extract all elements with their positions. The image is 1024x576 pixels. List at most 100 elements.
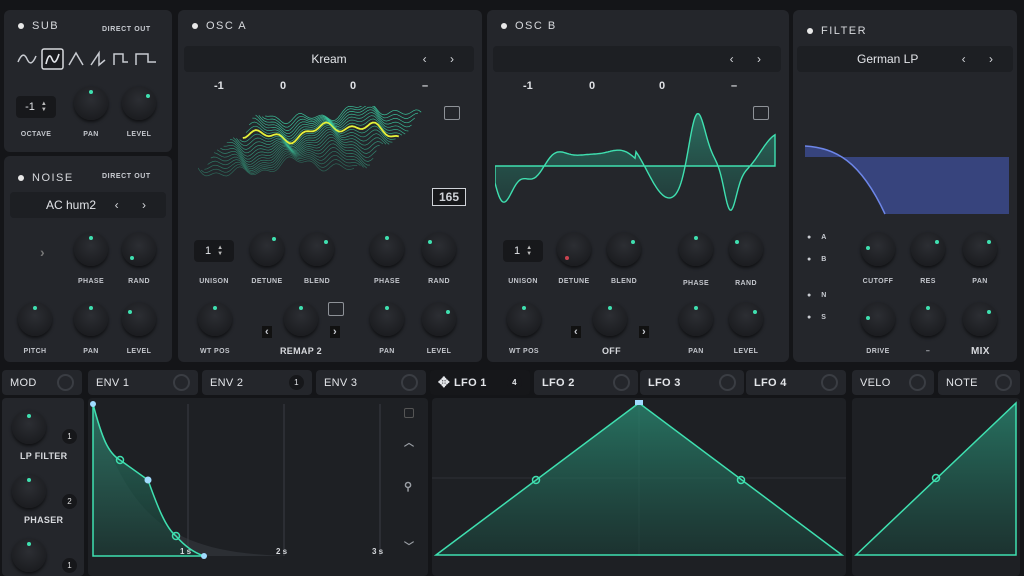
osc-b-fine-value[interactable]: 0 [659,80,666,92]
osc-b-semi-value[interactable]: 0 [589,80,596,92]
filter-route-s[interactable]: ● S [807,314,826,321]
osc-a-blend-knob[interactable] [300,232,334,266]
tab-velo[interactable]: VELO [852,370,934,395]
env-zoom-icon[interactable]: ⚲ [404,481,413,493]
osc-b-blend-knob[interactable] [607,232,641,266]
filter-enable-icon[interactable] [807,28,813,34]
mod-target-1-knob[interactable] [12,410,46,444]
drag-move-icon[interactable]: ✥ [438,374,451,390]
osc-b-phase-knob[interactable] [679,232,713,266]
tab-lfo4[interactable]: LFO 4 [746,370,846,395]
osc-b-warp-prev-icon[interactable]: ‹ [571,326,581,338]
lfo-graph[interactable] [432,398,846,576]
osc-b-warp-knob[interactable] [593,302,627,336]
noise-enable-icon[interactable] [18,175,24,181]
noise-pan-knob[interactable] [74,302,108,336]
sub-pan-knob[interactable] [74,86,108,120]
osc-a-level-knob[interactable] [422,302,456,336]
noise-phase-knob[interactable] [74,232,108,266]
osc-b-rand-knob[interactable] [729,232,763,266]
osc-a-octave-value[interactable]: -1 [214,80,224,92]
osc-a-wt-pos-knob[interactable] [198,302,232,336]
osc-b-waveform-display[interactable] [495,96,779,216]
osc-a-warp-edit-icon[interactable] [328,302,344,316]
filter-mix-knob[interactable] [963,302,997,336]
noise-pitch-knob[interactable] [18,302,52,336]
osc-a-title[interactable]: OSC A [192,20,247,32]
filter-type-arrows-icon[interactable]: ‹ › [961,52,1003,66]
noise-direct-out[interactable]: DIRECT OUT [102,173,151,180]
osc-b-level-knob[interactable] [729,302,763,336]
filter-drive-knob[interactable] [861,302,895,336]
osc-b-warp-next-icon[interactable]: › [639,326,649,338]
mod-target-3-knob[interactable] [12,538,46,572]
osc-b-pan-knob[interactable] [679,302,713,336]
osc-a-semi-value[interactable]: 0 [280,80,287,92]
tab-note[interactable]: NOTE [938,370,1020,395]
osc-a-coarse-value[interactable]: – [422,80,429,92]
envelope-graph[interactable]: 1 s 2 s 3 s [88,398,428,576]
sub-level-knob[interactable] [122,86,156,120]
noise-rand-knob[interactable] [122,232,156,266]
osc-a-enable-icon[interactable] [192,23,198,29]
osc-a-rand-knob[interactable] [422,232,456,266]
osc-a-warp-next-icon[interactable]: › [330,326,340,338]
filter-response-display[interactable] [805,140,1009,216]
osc-a-fine-value[interactable]: 0 [350,80,357,92]
tab-lfo3[interactable]: LFO 3 [640,370,744,395]
sub-waveform-selector[interactable] [16,48,161,70]
osc-b-unison-spinner[interactable]: 1 ▲ ▼ [503,240,543,262]
osc-a-unison-spinner[interactable]: 1 ▲ ▼ [194,240,234,262]
filter-title[interactable]: FILTER [807,25,867,37]
osc-b-title[interactable]: OSC B [501,20,557,32]
filter-route-b[interactable]: ● B [807,256,827,263]
filter-type-selector[interactable]: German LP ‹ › [797,46,1013,72]
osc-a-phase-knob[interactable] [370,232,404,266]
tab-env3[interactable]: ENV 3 [316,370,426,395]
osc-a-detune-knob[interactable] [250,232,284,266]
tab-lfo2[interactable]: LFO 2 [534,370,638,395]
noise-title[interactable]: NOISE [18,172,74,184]
osc-b-coarse-value[interactable]: – [731,80,738,92]
osc-b-wavetable-arrows-icon[interactable]: ‹ › [729,52,771,66]
osc-a-warp-prev-icon[interactable]: ‹ [262,326,272,338]
sub-title[interactable]: SUB [18,20,59,32]
filter-pan-knob[interactable] [963,232,997,266]
noise-level-knob[interactable] [122,302,156,336]
noise-preset-arrows-icon[interactable]: ‹ › [114,198,156,212]
filter-res-knob[interactable] [911,232,945,266]
osc-b-detune-knob[interactable] [557,232,591,266]
osc-a-pitch-values[interactable]: -1 0 0 – [214,80,428,92]
osc-a-pan-knob[interactable] [370,302,404,336]
filter-cutoff-knob[interactable] [861,232,895,266]
osc-a-warp-mode-label[interactable]: REMAP 2 [280,346,322,356]
filter-route-n[interactable]: ● N [807,292,827,299]
osc-a-wavetable-arrows-icon[interactable]: ‹ › [422,52,464,66]
sub-octave-spinner[interactable]: -1 ▲ ▼ [16,96,56,118]
osc-a-wavetable-display[interactable] [198,106,468,216]
osc-a-warp-knob[interactable] [284,302,318,336]
osc-b-octave-value[interactable]: -1 [523,80,533,92]
filter-var-knob[interactable] [911,302,945,336]
osc-b-enable-icon[interactable] [501,23,507,29]
sub-enable-icon[interactable] [18,23,24,29]
osc-b-edit-icon[interactable] [753,106,769,120]
env-zoom-down-icon[interactable]: ﹀ [404,542,414,553]
osc-b-pitch-values[interactable]: -1 0 0 – [523,80,737,92]
osc-a-wavetable-selector[interactable]: Kream ‹ › [184,46,474,72]
osc-b-warp-mode-label[interactable]: OFF [602,346,621,356]
osc-a-frame-box[interactable]: 165 [432,188,466,206]
mod-target-2-knob[interactable] [12,474,46,508]
velocity-graph[interactable] [852,398,1020,576]
tab-env1[interactable]: ENV 1 [88,370,198,395]
sub-direct-out[interactable]: DIRECT OUT [102,26,151,33]
env-zoom-up-icon[interactable]: ︿ [404,438,414,449]
noise-play-icon[interactable]: › [40,244,45,260]
osc-a-edit-icon[interactable] [444,106,460,120]
filter-route-a[interactable]: ● A [807,234,827,241]
noise-preset-selector[interactable]: AC hum2 ‹ › [10,192,166,218]
osc-b-wt-pos-knob[interactable] [507,302,541,336]
osc-b-wavetable-selector[interactable]: ‹ › [493,46,781,72]
